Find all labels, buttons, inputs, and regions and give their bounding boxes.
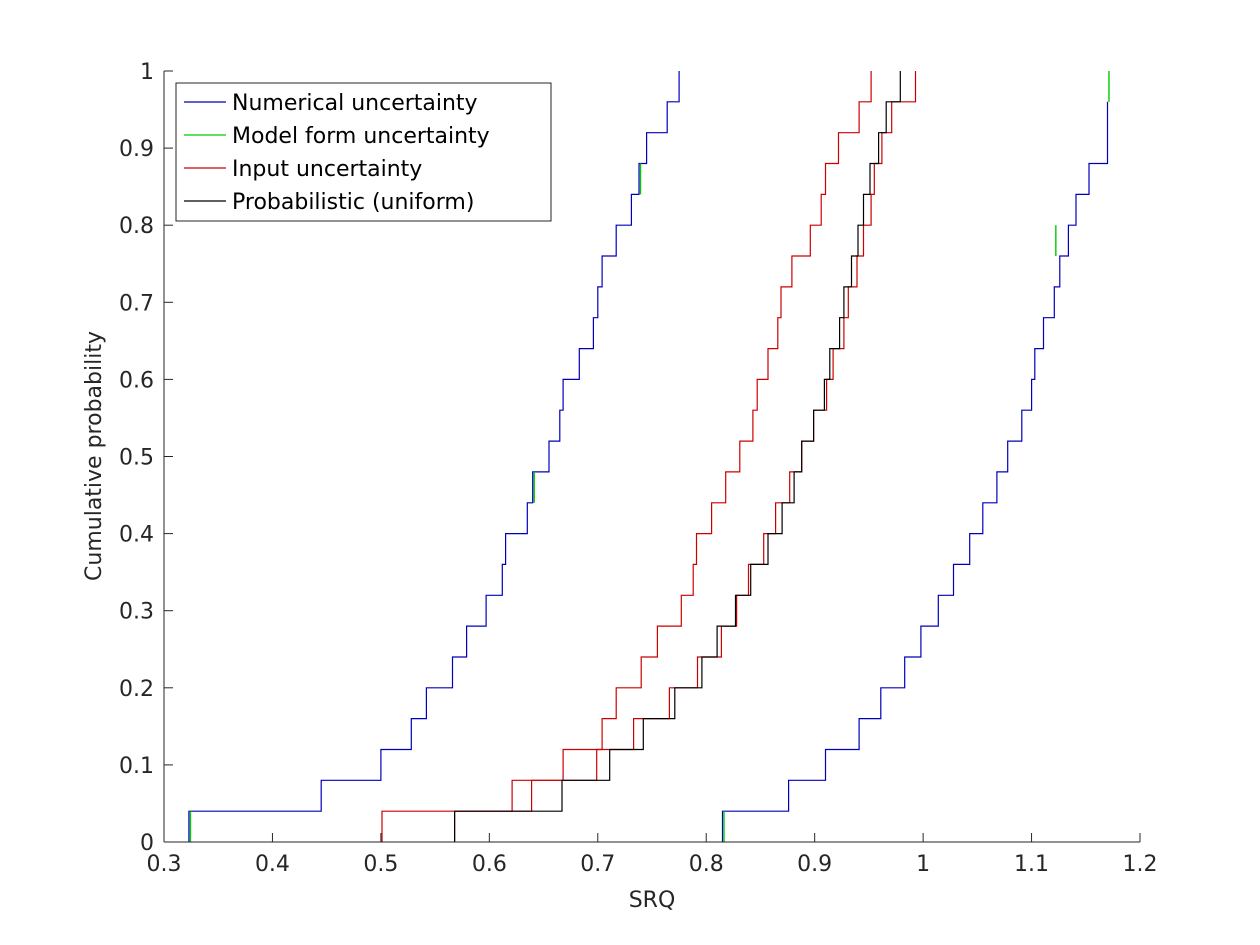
series-0	[188, 71, 680, 842]
y-tick-label: 0.1	[119, 754, 154, 779]
legend-entry: Probabilistic (uniform)	[184, 190, 474, 215]
y-tick-label: 1	[140, 60, 154, 85]
series-2	[381, 71, 872, 842]
legend-entry: Model form uncertainty	[184, 124, 490, 149]
legend-label: Input uncertainty	[232, 157, 422, 182]
legend-box	[175, 82, 552, 222]
y-tick-label: 0.7	[119, 291, 154, 316]
x-tick-label: 0.8	[689, 852, 724, 877]
y-tick-label: 0.3	[119, 600, 154, 625]
x-tick-label: 1.1	[1014, 852, 1049, 877]
series-line	[454, 71, 901, 842]
y-tick-label: 0.4	[119, 523, 154, 548]
x-tick-label: 0.6	[472, 852, 507, 877]
y-tick-label: 0.6	[119, 368, 154, 393]
x-tick-label: 0.7	[580, 852, 615, 877]
x-axis-label: SRQ	[629, 888, 676, 913]
x-tick-label: 1.2	[1123, 852, 1158, 877]
y-tick-label: 0.2	[119, 677, 154, 702]
axes: 0.3 0.4 0.5 0.6 0.7 0.8 0.9 1 1.1 1.2 0 0.1 0.2 0.3 0.…	[119, 60, 1158, 877]
x-tick-label: 0.9	[797, 852, 832, 877]
series-line	[721, 101, 1109, 842]
series-line	[188, 71, 680, 842]
series-1	[721, 101, 1109, 842]
legend-label: Model form uncertainty	[232, 124, 490, 149]
legend-entry: Numerical uncertainty	[184, 91, 478, 116]
y-tick-label: 0.8	[119, 214, 154, 239]
x-tick-label: 1	[916, 852, 930, 877]
x-tick-label: 0.3	[147, 852, 182, 877]
x-tick-label: 0.4	[255, 852, 290, 877]
legend-label: Probabilistic (uniform)	[232, 190, 474, 215]
x-tick-label: 0.5	[363, 852, 398, 877]
y-axis-label: Cumulative probability	[82, 331, 107, 581]
y-tick-label: 0.9	[119, 137, 154, 162]
y-tick-label: 0.5	[119, 446, 154, 471]
series-line	[381, 71, 872, 842]
legend-label: Numerical uncertainty	[232, 91, 478, 116]
series-4	[454, 71, 901, 842]
model-form-series	[189, 71, 1110, 842]
legend: Numerical uncertainty Model form uncertai…	[175, 82, 552, 222]
plot-area	[188, 71, 1110, 842]
y-tick-label: 0	[140, 831, 154, 856]
legend-entry: Input uncertainty	[184, 157, 422, 182]
